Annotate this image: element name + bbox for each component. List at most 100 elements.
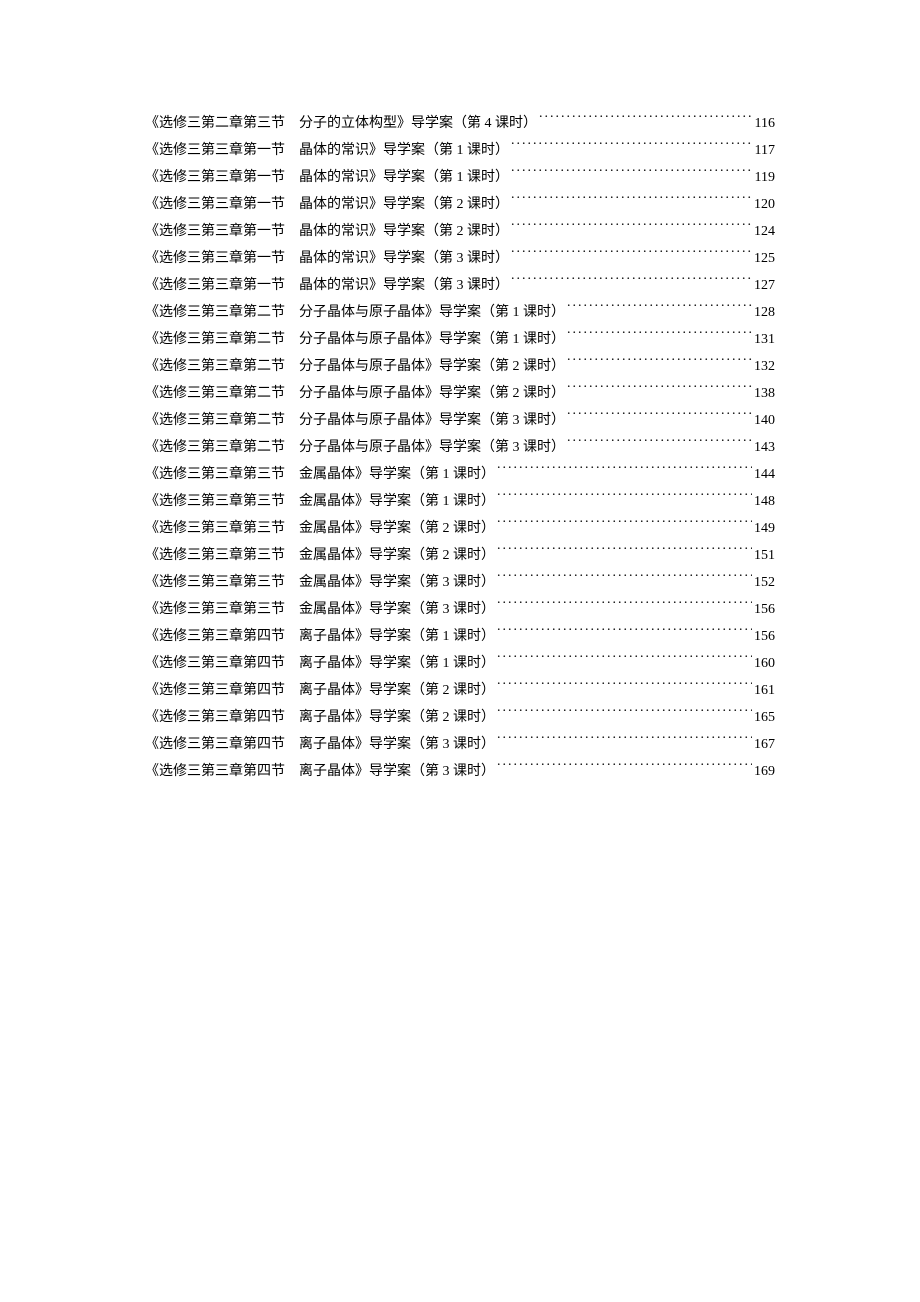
toc-entry: 《选修三第三章第三节金属晶体》导学案（第 3 课时） 152: [145, 569, 775, 596]
toc-leader-dots: [497, 734, 752, 748]
toc-leader-dots: [497, 491, 752, 505]
toc-entry-page: 156: [754, 623, 775, 650]
toc-entry: 《选修三第三章第二节分子晶体与原子晶体》导学案（第 2 课时） 138: [145, 380, 775, 407]
toc-leader-dots: [511, 275, 752, 289]
toc-entry: 《选修三第三章第二节分子晶体与原子晶体》导学案（第 2 课时）132: [145, 353, 775, 380]
toc-entry-page: 156: [754, 596, 775, 623]
toc-entry: 《选修三第三章第二节分子晶体与原子晶体》导学案（第 1 课时） 128: [145, 299, 775, 326]
toc-leader-dots: [511, 221, 752, 235]
toc-leader-dots: [497, 680, 752, 694]
toc-entry-title: 晶体的常识》导学案（第 3 课时）: [299, 245, 509, 272]
toc-entry-title: 分子晶体与原子晶体》导学案（第 3 课时）: [299, 434, 565, 461]
toc-entry-page: 117: [755, 137, 775, 164]
table-of-contents: 《选修三第二章第三节分子的立体构型》导学案（第 4 课时） 116 《选修三第三章第…: [145, 110, 775, 785]
toc-entry-page: 169: [754, 758, 775, 785]
toc-leader-dots: [511, 194, 752, 208]
toc-entry-prefix: 《选修三第三章第二节: [145, 434, 285, 461]
toc-entry: 《选修三第三章第四节离子晶体》导学案（第 3 课时）169: [145, 758, 775, 785]
toc-entry-page: 138: [754, 380, 775, 407]
toc-entry-prefix: 《选修三第三章第四节: [145, 731, 285, 758]
toc-leader-dots: [497, 707, 752, 721]
toc-entry-title: 金属晶体》导学案（第 1 课时）: [299, 461, 495, 488]
toc-entry: 《选修三第三章第四节离子晶体》导学案（第 3 课时） 167: [145, 731, 775, 758]
toc-leader-dots: [497, 599, 752, 613]
toc-entry-title: 金属晶体》导学案（第 3 课时）: [299, 596, 495, 623]
toc-entry-page: 144: [754, 461, 775, 488]
toc-entry-page: 127: [754, 272, 775, 299]
toc-entry-page: 160: [754, 650, 775, 677]
toc-entry-page: 152: [754, 569, 775, 596]
toc-entry-prefix: 《选修三第三章第三节: [145, 515, 285, 542]
toc-entry-title: 离子晶体》导学案（第 2 课时）: [299, 677, 495, 704]
toc-entry: 《选修三第三章第一节晶体的常识》导学案（第 3 课时） 125: [145, 245, 775, 272]
toc-leader-dots: [497, 518, 752, 532]
toc-entry-page: 125: [754, 245, 775, 272]
toc-entry-page: 167: [754, 731, 775, 758]
toc-entry-page: 132: [754, 353, 775, 380]
toc-entry-page: 161: [754, 677, 775, 704]
toc-entry-title: 离子晶体》导学案（第 3 课时）: [299, 758, 495, 785]
toc-entry: 《选修三第三章第二节分子晶体与原子晶体》导学案（第 3 课时）140: [145, 407, 775, 434]
toc-leader-dots: [497, 545, 752, 559]
toc-entry-title: 离子晶体》导学案（第 3 课时）: [299, 731, 495, 758]
toc-entry-prefix: 《选修三第三章第三节: [145, 542, 285, 569]
toc-entry: 《选修三第三章第三节金属晶体》导学案（第 1 课时）148: [145, 488, 775, 515]
toc-entry-title: 金属晶体》导学案（第 3 课时）: [299, 569, 495, 596]
toc-leader-dots: [567, 329, 752, 343]
toc-entry-prefix: 《选修三第三章第一节: [145, 245, 285, 272]
toc-entry-page: 131: [754, 326, 775, 353]
toc-entry-page: 149: [754, 515, 775, 542]
toc-entry-title: 晶体的常识》导学案（第 3 课时）: [299, 272, 509, 299]
toc-entry: 《选修三第三章第四节离子晶体》导学案（第 1 课时）156: [145, 623, 775, 650]
toc-entry-prefix: 《选修三第三章第一节: [145, 137, 285, 164]
toc-entry-page: 151: [754, 542, 775, 569]
toc-entry-page: 140: [754, 407, 775, 434]
toc-entry-prefix: 《选修三第三章第三节: [145, 596, 285, 623]
toc-entry-prefix: 《选修三第二章第三节: [145, 110, 285, 137]
toc-leader-dots: [567, 437, 752, 451]
toc-entry-page: 128: [754, 299, 775, 326]
toc-entry: 《选修三第二章第三节分子的立体构型》导学案（第 4 课时） 116: [145, 110, 775, 137]
toc-entry-title: 分子晶体与原子晶体》导学案（第 1 课时）: [299, 299, 565, 326]
toc-leader-dots: [497, 572, 752, 586]
toc-entry-page: 119: [755, 164, 775, 191]
toc-entry-prefix: 《选修三第三章第二节: [145, 380, 285, 407]
toc-entry: 《选修三第三章第一节晶体的常识》导学案（第 3 课时） 127: [145, 272, 775, 299]
toc-entry-title: 分子晶体与原子晶体》导学案（第 2 课时）: [299, 380, 565, 407]
toc-entry-prefix: 《选修三第三章第四节: [145, 623, 285, 650]
toc-entry: 《选修三第三章第一节晶体的常识》导学案（第 2 课时）124: [145, 218, 775, 245]
toc-entry-prefix: 《选修三第三章第三节: [145, 461, 285, 488]
toc-entry-prefix: 《选修三第三章第一节: [145, 272, 285, 299]
toc-entry-prefix: 《选修三第三章第四节: [145, 677, 285, 704]
toc-entry-title: 晶体的常识》导学案（第 1 课时）: [299, 164, 509, 191]
toc-entry: 《选修三第三章第四节离子晶体》导学案（第 2 课时） 165: [145, 704, 775, 731]
toc-entry-page: 165: [754, 704, 775, 731]
toc-entry: 《选修三第三章第四节离子晶体》导学案（第 2 课时） 161: [145, 677, 775, 704]
toc-entry-prefix: 《选修三第三章第一节: [145, 191, 285, 218]
toc-entry-prefix: 《选修三第三章第三节: [145, 569, 285, 596]
toc-entry-prefix: 《选修三第三章第四节: [145, 704, 285, 731]
toc-leader-dots: [497, 626, 752, 640]
toc-leader-dots: [511, 140, 753, 154]
toc-leader-dots: [567, 383, 752, 397]
toc-entry-prefix: 《选修三第三章第四节: [145, 650, 285, 677]
toc-entry-prefix: 《选修三第三章第一节: [145, 164, 285, 191]
toc-entry-title: 分子晶体与原子晶体》导学案（第 1 课时）: [299, 326, 565, 353]
toc-entry: 《选修三第三章第三节金属晶体》导学案（第 2 课时） 151: [145, 542, 775, 569]
toc-entry-title: 金属晶体》导学案（第 2 课时）: [299, 542, 495, 569]
toc-entry: 《选修三第三章第三节金属晶体》导学案（第 3 课时） 156: [145, 596, 775, 623]
toc-entry-page: 124: [754, 218, 775, 245]
toc-entry: 《选修三第三章第二节分子晶体与原子晶体》导学案（第 1 课时）131: [145, 326, 775, 353]
toc-leader-dots: [511, 248, 752, 262]
toc-entry-page: 120: [754, 191, 775, 218]
toc-entry-title: 分子晶体与原子晶体》导学案（第 2 课时）: [299, 353, 565, 380]
toc-entry-prefix: 《选修三第三章第二节: [145, 299, 285, 326]
toc-entry-title: 离子晶体》导学案（第 2 课时）: [299, 704, 495, 731]
toc-entry-page: 116: [755, 110, 775, 137]
toc-leader-dots: [497, 761, 752, 775]
toc-entry-title: 分子的立体构型》导学案（第 4 课时）: [299, 110, 537, 137]
toc-entry-title: 金属晶体》导学案（第 1 课时）: [299, 488, 495, 515]
toc-entry-page: 143: [754, 434, 775, 461]
toc-leader-dots: [511, 167, 753, 181]
toc-entry: 《选修三第三章第一节晶体的常识》导学案（第 2 课时）120: [145, 191, 775, 218]
